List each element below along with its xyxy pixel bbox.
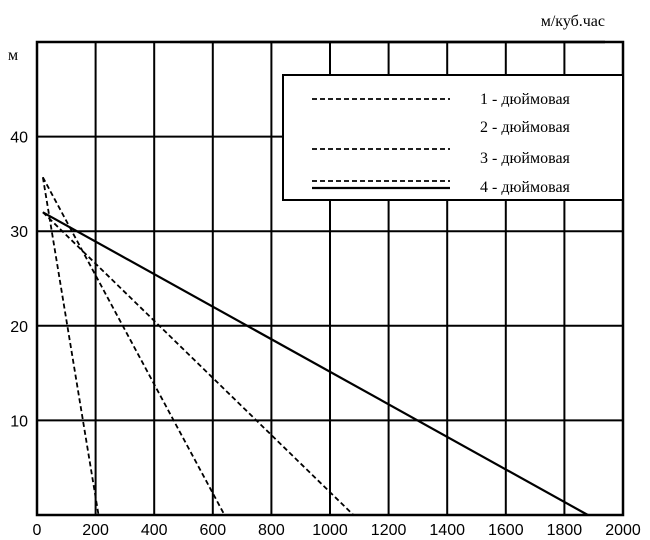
y-tick-label: 20: [10, 319, 28, 336]
x-tick-label: 200: [82, 522, 109, 539]
x-tick-label: 400: [141, 522, 168, 539]
axis-labels: 0 200 400 600 800 1000 1200 1400 1600 1800 2000 10 2…: [8, 13, 641, 539]
legend-label-4: 4 - дюймовая: [480, 179, 571, 196]
series-line-4: [42, 211, 589, 516]
series-line-1: [41, 177, 100, 516]
x-tick-label: 1200: [371, 522, 407, 539]
legend-label-1: 1 - дюймовая: [480, 91, 571, 108]
x-tick-label: 1800: [547, 522, 583, 539]
x-tick-label: 0: [33, 522, 42, 539]
x-tick-label: 1600: [488, 522, 524, 539]
x-tick-label: 600: [199, 522, 226, 539]
y-tick-label: 30: [10, 224, 28, 241]
series-lines: [41, 176, 589, 516]
x-tick-label: 800: [258, 522, 285, 539]
legend: 1 - дюймовая 2 - дюймовая 3 - дюймовая 4 - …: [282, 74, 624, 201]
legend-box: [282, 74, 624, 201]
x-tick-label: 1000: [312, 522, 348, 539]
y-axis-label: м: [8, 47, 18, 64]
x-tick-label: 1400: [429, 522, 465, 539]
legend-label-2: 2 - дюймовая: [480, 119, 571, 136]
legend-label-3: 3 - дюймовая: [480, 150, 571, 167]
y-tick-label: 10: [10, 413, 28, 430]
series-line-3: [42, 211, 355, 516]
x-tick-label: 2000: [605, 522, 641, 539]
x-axis-label: м/куб.час: [541, 13, 605, 30]
y-tick-label: 40: [10, 130, 28, 147]
